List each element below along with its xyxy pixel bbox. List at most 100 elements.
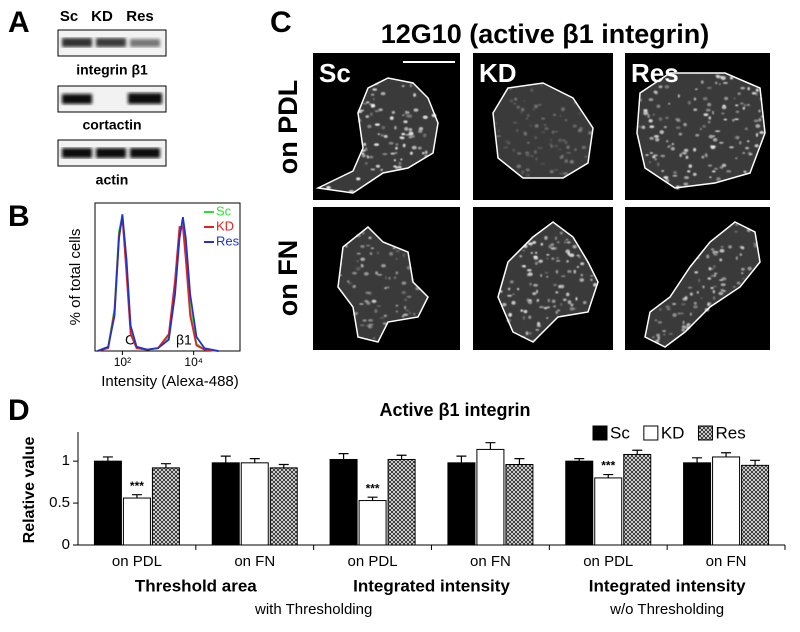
speckle	[395, 310, 398, 313]
speckle	[517, 152, 522, 155]
speckle	[740, 267, 745, 271]
bar	[565, 460, 594, 546]
speckle	[705, 108, 711, 112]
speckle	[708, 116, 712, 120]
speckle	[395, 166, 398, 169]
bar-chart: Active β1 integrin Relative value 0 0.5 1 o…	[21, 400, 786, 618]
error-bar	[249, 458, 260, 463]
speckle	[559, 303, 563, 306]
speckle	[549, 138, 553, 143]
speckle	[372, 88, 378, 91]
speckle	[572, 124, 577, 128]
speckles	[494, 83, 594, 177]
error-bar	[574, 458, 585, 462]
speckle	[508, 312, 512, 317]
significance-label: ***	[130, 479, 144, 493]
speckle	[550, 144, 553, 149]
speckle	[735, 157, 738, 160]
speckle	[566, 292, 570, 297]
speckle	[354, 312, 359, 314]
speckle	[721, 112, 725, 115]
speckle	[405, 309, 410, 312]
speckle	[541, 131, 546, 134]
speckle	[715, 130, 721, 132]
speckle	[643, 111, 649, 116]
speckle	[360, 257, 366, 262]
speckle	[398, 161, 402, 166]
speckle	[379, 317, 385, 319]
speckle	[511, 148, 516, 153]
speckle	[759, 131, 765, 134]
speckle	[529, 124, 533, 128]
speckle	[532, 241, 537, 244]
speckle	[719, 141, 724, 144]
lane-label: Res	[126, 8, 154, 25]
speckle	[557, 138, 563, 143]
speckle	[374, 123, 380, 126]
bar	[712, 456, 741, 546]
bar	[240, 462, 269, 546]
speckle	[645, 154, 649, 156]
speckle	[753, 119, 759, 123]
speckle	[418, 129, 423, 134]
cell	[637, 73, 765, 188]
speckle	[380, 133, 384, 137]
speckle	[649, 136, 654, 140]
speckle	[569, 160, 575, 164]
speckle	[422, 115, 428, 119]
speckle	[714, 274, 717, 277]
speckle	[563, 171, 569, 176]
speckle	[707, 302, 710, 307]
micrograph	[473, 207, 613, 350]
speckle	[365, 244, 371, 247]
x-tick-label: on PDL	[112, 553, 162, 570]
speckle	[652, 113, 655, 116]
speckle	[754, 144, 759, 148]
histogram-line	[97, 214, 219, 352]
speckle	[370, 93, 375, 96]
speckle	[556, 241, 560, 244]
error-bar	[396, 454, 407, 460]
speckle	[555, 260, 561, 262]
speckle	[535, 157, 538, 161]
speckle	[546, 275, 549, 278]
speckles	[326, 82, 437, 193]
speckle	[400, 158, 403, 161]
speckle	[735, 223, 739, 226]
speckle	[662, 329, 667, 333]
significance-label: ***	[366, 481, 380, 495]
speckle	[390, 152, 396, 155]
speckle	[659, 308, 662, 311]
speckle	[388, 276, 391, 280]
speckle	[658, 117, 663, 121]
speckle	[512, 293, 515, 296]
speckle	[712, 145, 716, 148]
group-label: Threshold area	[135, 576, 257, 595]
speckle	[678, 312, 684, 315]
speckle	[528, 300, 533, 305]
speckle	[677, 312, 680, 315]
speckle	[544, 127, 549, 131]
speckle	[554, 168, 558, 172]
speckle	[703, 113, 709, 117]
speckle	[718, 291, 724, 296]
speckle	[526, 173, 530, 177]
micrograph: Res	[625, 53, 770, 200]
speckle	[366, 101, 370, 104]
y-axis-label: % of total cells	[67, 229, 84, 326]
speckle	[546, 257, 549, 260]
speckle	[522, 249, 526, 252]
speckle	[572, 307, 577, 310]
speckle	[758, 118, 762, 122]
speckle	[715, 81, 718, 85]
speckle	[389, 251, 394, 256]
cell	[338, 227, 428, 342]
speckle	[693, 108, 698, 111]
flow-histogram: % of total cells Intensity (Alexa-488) C…	[67, 202, 241, 390]
speckle	[540, 162, 546, 165]
error-bar	[456, 455, 467, 463]
speckle	[658, 85, 663, 89]
speckle	[737, 92, 741, 96]
speckle	[507, 294, 512, 297]
speckle	[708, 164, 713, 167]
